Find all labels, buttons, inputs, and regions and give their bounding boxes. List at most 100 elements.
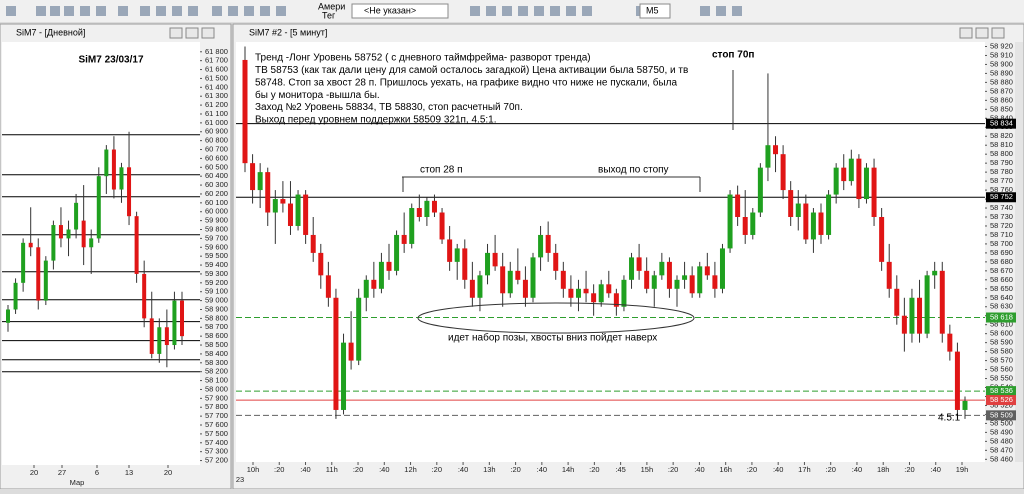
- y-tick-label: 59 700: [205, 233, 228, 242]
- y-tick-label: 58 910: [990, 50, 1013, 59]
- y-tick-label: 57 300: [205, 447, 228, 456]
- candle-body: [727, 194, 733, 249]
- scrollbar[interactable]: [1015, 42, 1023, 462]
- y-tick-label: 60 300: [205, 180, 228, 189]
- candle-body: [333, 297, 339, 410]
- y-tick-label: 58 770: [990, 176, 1013, 185]
- y-tick-label: 58 880: [990, 77, 1013, 86]
- timeframe-text[interactable]: M5: [646, 5, 659, 15]
- candle-body: [750, 212, 756, 235]
- level-tag: [986, 118, 1016, 129]
- y-tick-label: 58 820: [990, 131, 1013, 140]
- y-tick-label: 58 000: [205, 384, 228, 393]
- x-tick-label: :20: [353, 465, 363, 474]
- candle-body: [841, 167, 847, 182]
- dropdown[interactable]: [351, 3, 449, 19]
- candle-body: [310, 234, 316, 253]
- level-tag: [986, 192, 1016, 203]
- x-tick-label: :20: [589, 465, 599, 474]
- candle-body: [74, 202, 79, 230]
- candle-body: [947, 333, 953, 352]
- candle-body: [742, 217, 748, 235]
- window-buttons[interactable]: [169, 27, 1005, 39]
- y-tick-label: 61 600: [205, 65, 228, 74]
- candle-body: [485, 252, 491, 276]
- y-tick-label: 57 400: [205, 438, 228, 447]
- candle-body: [507, 270, 513, 294]
- candle-body: [447, 239, 453, 262]
- level-label: 58 509: [990, 410, 1013, 419]
- candle-body: [341, 342, 347, 410]
- candle-body: [515, 270, 521, 280]
- level-label: 58 536: [990, 386, 1013, 395]
- candle-body: [522, 279, 528, 298]
- y-tick-label: 57 500: [205, 429, 228, 438]
- candle-body: [242, 59, 248, 164]
- y-tick-label: 58 460: [990, 454, 1013, 463]
- x-tick-label: 14h: [562, 465, 575, 474]
- x-tick-label: 20: [164, 468, 172, 477]
- timeframe-box[interactable]: [639, 3, 671, 19]
- y-tick-label: 59 300: [205, 269, 228, 278]
- candle-body: [780, 154, 786, 191]
- toolbar-item: Тег: [322, 10, 336, 20]
- candle-body: [409, 208, 415, 244]
- annotation: ТВ 58753 (как так дали цену для самой ос…: [255, 64, 688, 76]
- y-tick-label: 58 100: [205, 376, 228, 385]
- y-tick-label: 60 600: [205, 153, 228, 162]
- x-tick-label: 10h: [247, 465, 260, 474]
- y-tick-label: 58 200: [205, 367, 228, 376]
- y-tick-label: 58 840: [990, 113, 1013, 122]
- level-label: 58 526: [990, 395, 1013, 404]
- y-tick-label: 58 570: [990, 356, 1013, 365]
- level-label: 58 618: [990, 312, 1013, 321]
- candle-body: [659, 261, 665, 276]
- candle-body: [356, 297, 362, 361]
- y-tick-label: 58 800: [990, 149, 1013, 158]
- y-tick-label: 58 850: [990, 104, 1013, 113]
- toolbar-item: Амери: [318, 1, 345, 11]
- y-tick-label: 57 200: [205, 456, 228, 465]
- dropdown-text[interactable]: <Не указан>: [364, 5, 416, 15]
- y-tick-label: 58 800: [205, 313, 228, 322]
- candle-body: [863, 167, 869, 200]
- candle-body: [901, 315, 907, 334]
- candle-body: [795, 203, 801, 217]
- y-tick-label: 58 500: [205, 340, 228, 349]
- y-tick-label: 58 600: [205, 331, 228, 340]
- x-tick-label: :20: [747, 465, 757, 474]
- x-tick-label: :40: [694, 465, 704, 474]
- candle-body: [265, 172, 271, 213]
- y-tick-label: 58 600: [990, 329, 1013, 338]
- candle-body: [606, 284, 612, 294]
- candle-body: [917, 297, 923, 334]
- y-tick-label: 60 500: [205, 162, 228, 171]
- x-tick-label: :20: [825, 465, 835, 474]
- candle-body: [886, 261, 892, 289]
- y-tick-label: 58 720: [990, 221, 1013, 230]
- candle-body: [287, 203, 293, 226]
- candle-body: [651, 275, 657, 289]
- y-tick-label: 61 300: [205, 91, 228, 100]
- x-tick-label: 27: [58, 468, 66, 477]
- y-tick-label: 60 000: [205, 207, 228, 216]
- x-tick-label: :20: [510, 465, 520, 474]
- candle-body: [765, 145, 771, 168]
- x-tick-label: :20: [274, 465, 284, 474]
- candle-body: [469, 279, 475, 298]
- y-tick-label: 59 500: [205, 251, 228, 260]
- y-tick-label: 58 560: [990, 365, 1013, 374]
- x-tick-label: :40: [300, 465, 310, 474]
- y-tick-label: 60 400: [205, 171, 228, 180]
- candle-body: [598, 284, 604, 303]
- candle-body: [325, 275, 331, 298]
- y-tick-label: 58 580: [990, 347, 1013, 356]
- candle-body: [932, 270, 938, 276]
- candle-body: [879, 217, 885, 262]
- y-tick-label: 58 790: [990, 158, 1013, 167]
- y-tick-label: 58 900: [205, 304, 228, 313]
- y-tick-label: 58 740: [990, 203, 1013, 212]
- y-tick-label: 58 690: [990, 248, 1013, 257]
